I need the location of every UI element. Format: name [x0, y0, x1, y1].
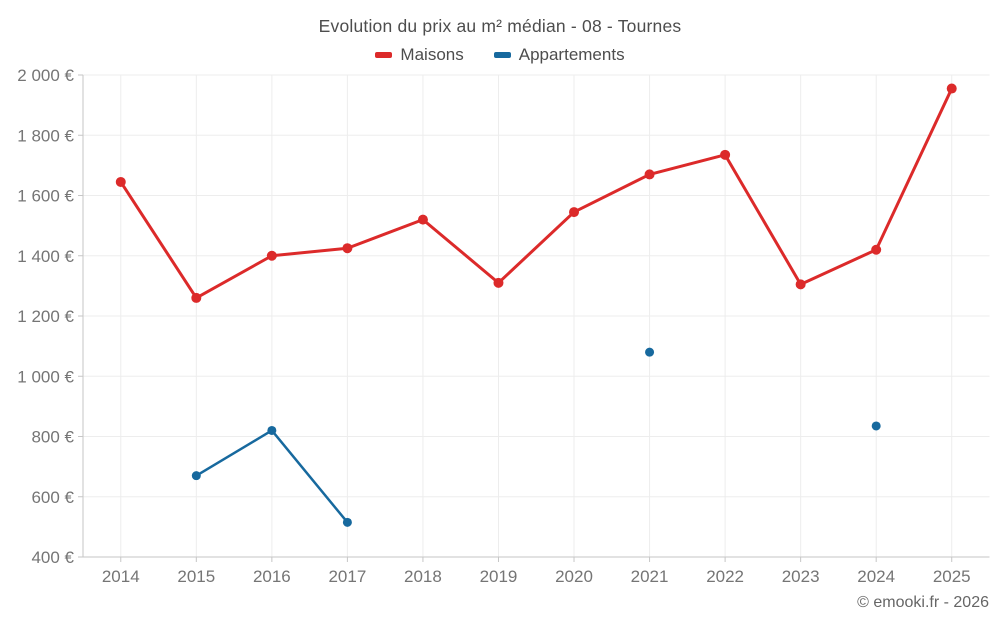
- legend-label: Appartements: [518, 45, 625, 64]
- legend-swatch-maisons: [375, 52, 393, 58]
- y-axis-label: 1 400 €: [17, 247, 74, 266]
- legend: Maisons Appartements: [0, 45, 1000, 65]
- series-line-maisons: [119, 87, 954, 300]
- data-point-maisons-2025: [946, 83, 957, 94]
- data-point-maisons-2020: [569, 207, 580, 218]
- x-axis-label: 2014: [102, 567, 140, 586]
- chart-title: Evolution du prix au m² médian - 08 - To…: [318, 16, 682, 36]
- y-axis-label: 1 600 €: [17, 187, 74, 206]
- data-point-maisons-2017: [342, 243, 353, 254]
- x-axis-label: 2023: [782, 567, 820, 586]
- data-point-maisons-2021: [644, 169, 655, 180]
- x-axis-label: 2019: [480, 567, 518, 586]
- y-axis-label: 1 000 €: [17, 367, 74, 386]
- x-axis-label: 2025: [933, 567, 971, 586]
- data-point-maisons-2014: [115, 176, 126, 187]
- x-axis-label: 2017: [328, 567, 366, 586]
- data-point-maisons-2022: [720, 149, 731, 160]
- data-point-maisons-2015: [191, 292, 202, 303]
- legend-label: Maisons: [400, 45, 464, 64]
- data-point-appartements-2016: [267, 425, 277, 435]
- x-axis-label: 2021: [631, 567, 669, 586]
- data-point-appartements-2021: [645, 347, 655, 357]
- data-point-maisons-2016: [266, 250, 277, 261]
- y-axis-label: 400 €: [31, 548, 74, 567]
- legend-item-appartements[interactable]: Appartements: [493, 45, 625, 65]
- y-axis-label: 1 200 €: [17, 307, 74, 326]
- legend-item-maisons[interactable]: Maisons: [375, 45, 464, 65]
- y-axis-label: 600 €: [31, 488, 74, 507]
- data-point-maisons-2018: [417, 214, 428, 225]
- x-axis-label: 2020: [555, 567, 593, 586]
- watermark: © emooki.fr - 2026: [857, 594, 989, 611]
- data-point-maisons-2023: [795, 279, 806, 290]
- x-axis-label: 2022: [706, 567, 744, 586]
- data-point-maisons-2024: [871, 244, 882, 255]
- y-axis-label: 800 €: [31, 428, 74, 447]
- data-point-appartements-2024: [871, 421, 881, 431]
- x-axis-label: 2024: [857, 567, 895, 586]
- y-axis-label: 2 000 €: [17, 66, 74, 85]
- x-axis-label: 2016: [253, 567, 291, 586]
- data-point-appartements-2015: [191, 471, 201, 481]
- data-point-maisons-2019: [493, 277, 504, 288]
- x-axis-label: 2015: [177, 567, 215, 586]
- y-axis-label: 1 800 €: [17, 126, 74, 145]
- x-axis-label: 2018: [404, 567, 442, 586]
- legend-swatch-appartements: [493, 52, 511, 58]
- data-point-appartements-2017: [342, 517, 352, 527]
